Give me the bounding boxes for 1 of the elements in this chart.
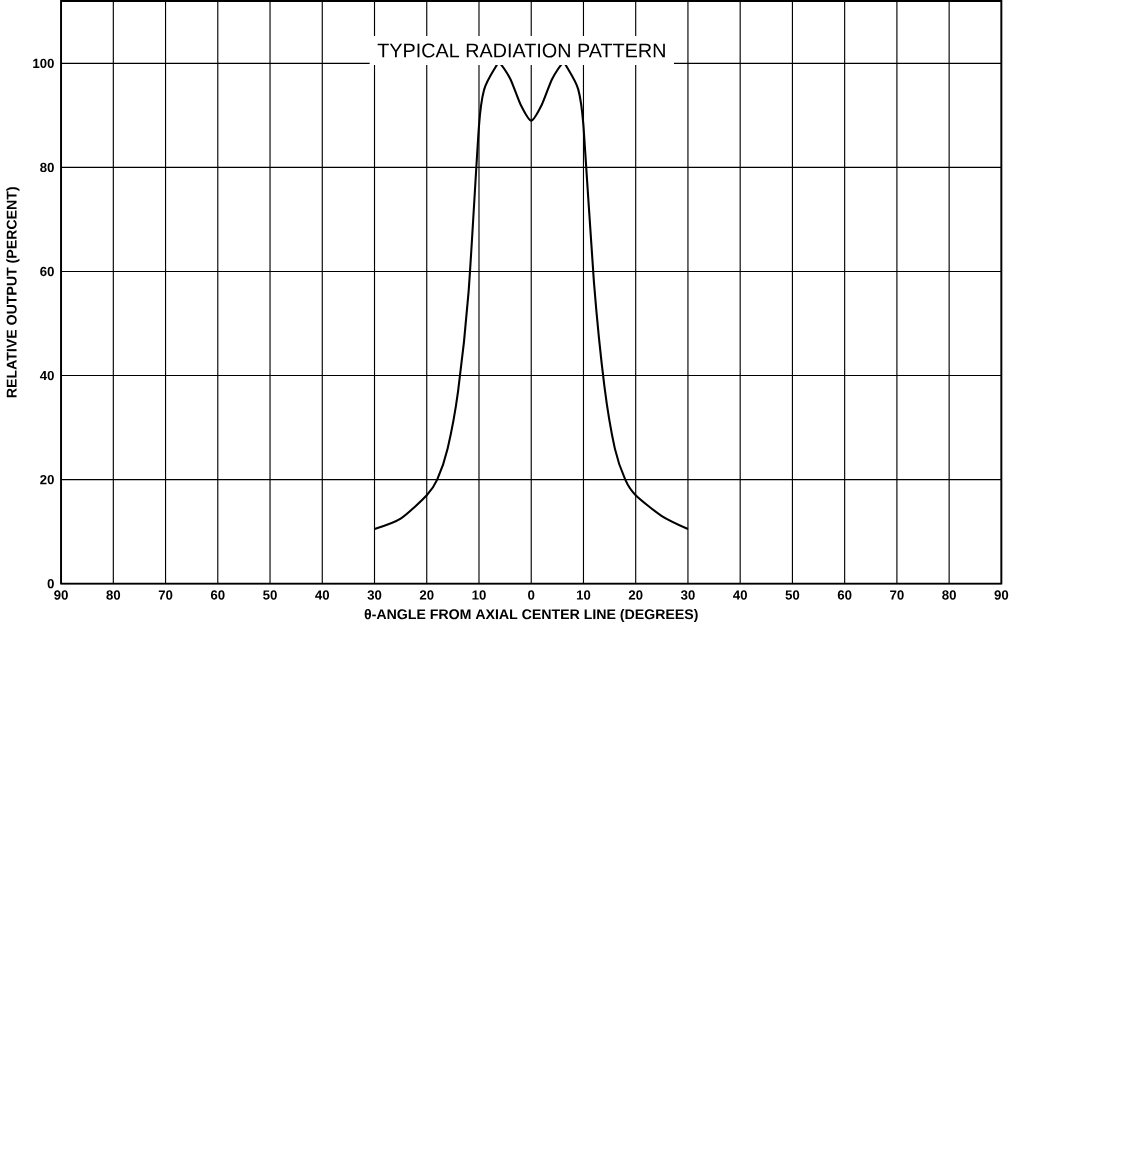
text: TYPICAL RADIATION PATTERN: [377, 43, 665, 58]
